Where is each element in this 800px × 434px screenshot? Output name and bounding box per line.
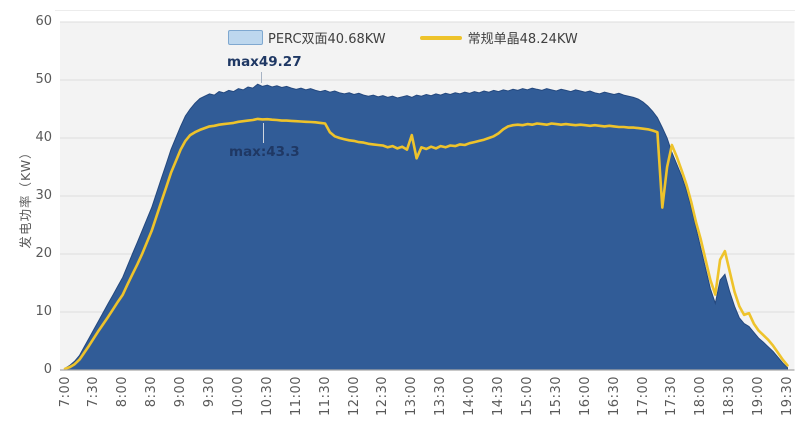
x-tick-label: 13:30	[433, 376, 449, 416]
x-tick-label: 16:00	[577, 376, 593, 416]
x-tick-label: 7:30	[86, 376, 102, 408]
y-tick-label: 20	[35, 246, 52, 261]
y-tick-label: 0	[43, 362, 52, 377]
chart-top-border	[55, 10, 795, 11]
y-tick-label: 60	[35, 14, 52, 29]
x-tick-label: 19:30	[780, 376, 795, 416]
x-tick-label: 16:30	[606, 376, 622, 416]
x-tick-label: 19:00	[751, 376, 767, 416]
x-tick-label: 9:30	[202, 376, 217, 408]
legend-label-perc: PERC双面40.68KW	[268, 32, 386, 47]
x-tick-label: 9:00	[173, 376, 189, 408]
x-tick-label: 8:00	[115, 376, 131, 408]
annotation-leader-line-perc	[261, 72, 262, 83]
x-tick-label: 10:30	[259, 376, 275, 416]
y-tick-label: 40	[35, 130, 52, 145]
x-tick-label: 8:30	[144, 376, 160, 408]
y-tick-label: 30	[35, 188, 52, 203]
x-tick-label: 13:00	[404, 376, 420, 416]
x-tick-label: 15:30	[548, 376, 564, 416]
x-tick-label: 12:30	[375, 376, 391, 416]
x-tick-label: 18:00	[693, 376, 709, 416]
y-tick-label: 10	[35, 304, 52, 319]
x-tick-label: 12:00	[346, 376, 362, 416]
legend: PERC双面40.68KW 常规单晶48.24KW	[228, 28, 578, 47]
y-tick-label: 50	[35, 72, 52, 87]
x-tick-label: 15:00	[519, 376, 535, 416]
x-tick-label: 17:00	[635, 376, 651, 416]
annotation-leader-line-mono	[263, 123, 264, 143]
x-tick-label: 14:30	[491, 376, 506, 416]
x-tick-label: 18:30	[722, 376, 738, 416]
x-tick-label: 7:00	[57, 376, 73, 408]
x-tick-label: 10:00	[230, 376, 246, 416]
x-tick-label: 14:00	[462, 376, 478, 416]
series-line-mono	[63, 117, 789, 371]
legend-label-mono: 常规单晶48.24KW	[467, 32, 578, 47]
series-area-perc	[64, 83, 788, 371]
legend-swatch-perc-area	[228, 30, 263, 45]
y-axis-title: 发电功率（KW）	[18, 145, 33, 249]
annotation-max-mono: max:43.3	[229, 144, 300, 160]
x-tick-label: 11:30	[317, 376, 333, 416]
annotation-max-perc: max49.27	[227, 54, 302, 70]
x-tick-label: 17:30	[664, 376, 680, 416]
x-tick-label: 11:00	[288, 376, 304, 416]
legend-swatch-mono-line	[419, 35, 462, 40]
